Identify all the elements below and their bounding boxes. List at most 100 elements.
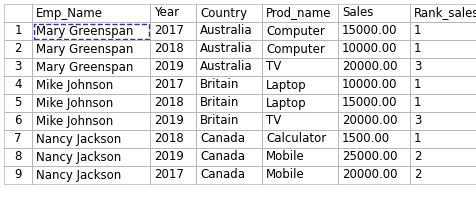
Text: Canada: Canada [200,168,245,182]
Text: 20000.00: 20000.00 [342,168,397,182]
Text: 25000.00: 25000.00 [342,150,397,164]
Bar [262,22,338,40]
Bar [196,4,262,22]
Text: 1: 1 [14,24,22,38]
Bar [4,40,32,58]
Bar [32,166,150,184]
Bar [338,148,410,166]
Text: Computer: Computer [266,43,325,55]
Text: 2017: 2017 [154,24,184,38]
Bar [410,94,476,112]
Text: 10000.00: 10000.00 [342,43,397,55]
Bar [150,58,196,76]
Text: Calculator: Calculator [266,132,326,146]
Text: Mobile: Mobile [266,150,305,164]
Text: 2: 2 [414,168,422,182]
Bar [32,94,150,112]
Bar [33,23,149,38]
Text: 2018: 2018 [154,43,184,55]
Text: Australia: Australia [200,24,253,38]
Bar [4,112,32,130]
Bar [32,130,150,148]
Bar [410,130,476,148]
Text: 1: 1 [414,132,422,146]
Bar [4,58,32,76]
Bar [4,22,32,40]
Bar [338,40,410,58]
Text: Sales: Sales [342,6,373,20]
Bar [32,4,150,22]
Bar [262,94,338,112]
Text: Nancy Jackson: Nancy Jackson [36,132,121,146]
Text: Laptop: Laptop [266,78,307,92]
Text: TV: TV [266,114,281,128]
Text: 6: 6 [14,114,22,128]
Text: Mary Greenspan: Mary Greenspan [36,24,133,38]
Text: 15000.00: 15000.00 [342,24,397,38]
Text: Canada: Canada [200,132,245,146]
Bar [4,166,32,184]
Bar [4,76,32,94]
Text: Nancy Jackson: Nancy Jackson [36,168,121,182]
Bar [32,76,150,94]
Bar [338,166,410,184]
Text: TV: TV [266,60,281,73]
Text: Emp_Name: Emp_Name [36,6,103,20]
Bar [4,4,32,22]
Text: Canada: Canada [200,150,245,164]
Bar [262,112,338,130]
Bar [196,40,262,58]
Bar [196,76,262,94]
Bar [150,40,196,58]
Text: 15000.00: 15000.00 [342,97,397,110]
Bar [262,4,338,22]
Text: Year: Year [154,6,179,20]
Bar [410,58,476,76]
Bar [196,130,262,148]
Text: Mobile: Mobile [266,168,305,182]
Text: 5: 5 [14,97,22,110]
Text: 2019: 2019 [154,150,184,164]
Text: Mike Johnson: Mike Johnson [36,114,113,128]
Bar [338,112,410,130]
Bar [32,40,150,58]
Bar [196,112,262,130]
Bar [410,40,476,58]
Text: 2: 2 [14,43,22,55]
Text: Computer: Computer [266,24,325,38]
Bar [338,130,410,148]
Bar [150,4,196,22]
Bar [150,130,196,148]
Text: 4: 4 [14,78,22,92]
Bar [410,76,476,94]
Text: 2018: 2018 [154,97,184,110]
Text: 1: 1 [414,24,422,38]
Text: 1: 1 [414,97,422,110]
Text: Britain: Britain [200,78,239,92]
Bar [338,58,410,76]
Bar [4,130,32,148]
Text: Mary Greenspan: Mary Greenspan [36,43,133,55]
Text: Britain: Britain [200,114,239,128]
Text: Laptop: Laptop [266,97,307,110]
Text: 8: 8 [14,150,22,164]
Text: 1500.00: 1500.00 [342,132,390,146]
Bar [196,58,262,76]
Text: 9: 9 [14,168,22,182]
Bar [262,148,338,166]
Text: Prod_name: Prod_name [266,6,331,20]
Bar [196,94,262,112]
Text: 20000.00: 20000.00 [342,114,397,128]
Text: 2017: 2017 [154,78,184,92]
Bar [338,76,410,94]
Bar [150,112,196,130]
Bar [4,94,32,112]
Bar [262,166,338,184]
Bar [410,112,476,130]
Bar [262,58,338,76]
Text: 3: 3 [14,60,22,73]
Bar [262,76,338,94]
Text: 2019: 2019 [154,114,184,128]
Text: 2018: 2018 [154,132,184,146]
Text: Mike Johnson: Mike Johnson [36,78,113,92]
